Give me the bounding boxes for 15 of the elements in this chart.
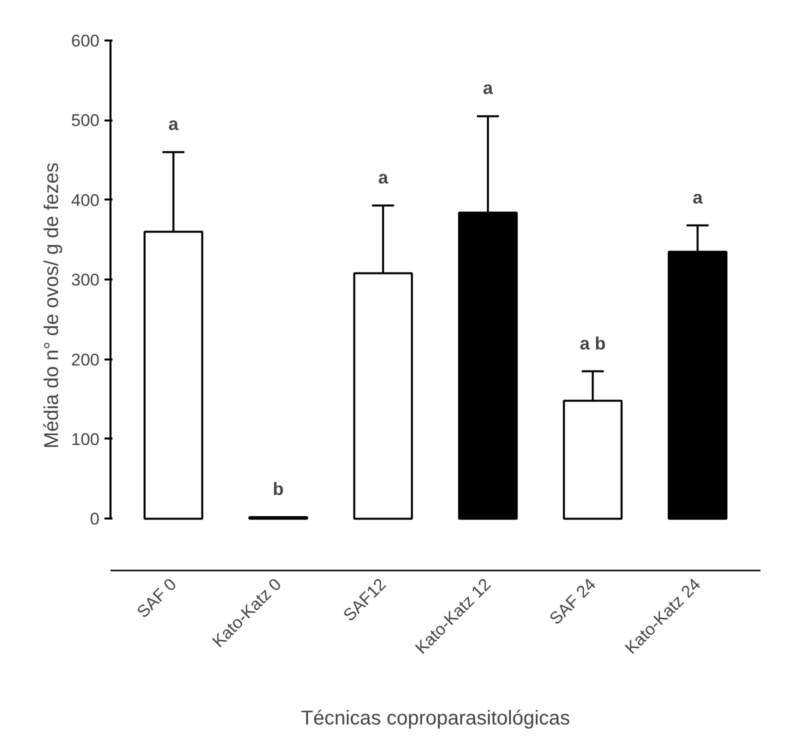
annotation: b	[272, 479, 284, 500]
annotation: a b	[580, 333, 606, 354]
y-tick-label: 0	[90, 510, 100, 529]
annotation: a	[482, 78, 494, 98]
annotation: a	[168, 114, 180, 134]
y-tick-label: 600	[71, 32, 100, 50]
y-axis-title: Média do n° de ovos/ g de fezes	[41, 162, 64, 448]
y-tick-label: 300	[71, 270, 100, 290]
y-tick-label: 100	[71, 430, 100, 449]
annotation: a	[378, 167, 390, 188]
annotation: a	[692, 187, 704, 208]
y-tick-label: 200	[71, 350, 100, 370]
y-tick-label: 400	[71, 190, 100, 210]
x-axis-title: Técnicas coproparasitológicas	[300, 707, 570, 730]
y-tick-label: 500	[71, 111, 100, 130]
